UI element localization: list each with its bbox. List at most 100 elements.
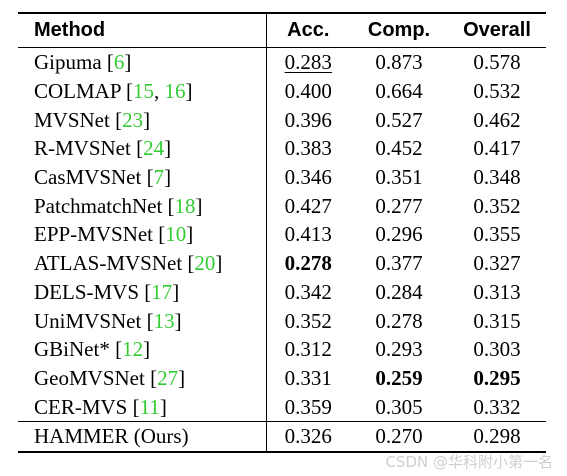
table-row: PatchmatchNet [18] 0.427 0.277 0.352: [18, 191, 546, 221]
method-cell: DELS-MVS [17]: [18, 277, 267, 307]
table-row: CER-MVS [11] 0.359 0.305 0.332: [18, 392, 546, 422]
method-name: DELS-MVS: [34, 279, 140, 304]
method-cell: PatchmatchNet [18]: [18, 191, 267, 221]
citation-link[interactable]: 15: [133, 79, 154, 104]
method-name: MVSNet: [34, 107, 110, 132]
method-name: Gipuma: [34, 50, 102, 75]
table-row: CasMVSNet [7] 0.346 0.351 0.348: [18, 162, 546, 192]
watermark: CSDN @华科附小第一名: [385, 453, 553, 471]
table-row: ATLAS-MVSNet [20] 0.278 0.377 0.327: [18, 248, 546, 278]
citation-link[interactable]: 10: [165, 222, 187, 247]
header-method: Method: [18, 12, 267, 48]
table-row: COLMAP [15, 16] 0.400 0.664 0.532: [18, 76, 546, 106]
table-row: HAMMER (Ours) 0.326 0.270 0.298: [18, 420, 546, 453]
acc-value: 0.283: [284, 50, 332, 75]
citation-link[interactable]: 27: [157, 365, 179, 390]
acc-value: 0.359: [284, 394, 332, 419]
method-name: HAMMER (Ours): [34, 424, 189, 449]
method-cell: GBiNet* [12]: [18, 334, 267, 364]
citation-link[interactable]: 7: [153, 165, 165, 190]
comp-value: 0.293: [375, 337, 423, 362]
header-overall: Overall: [448, 12, 546, 48]
method-name: CER-MVS: [34, 394, 128, 419]
method-name: GBiNet*: [34, 337, 110, 362]
acc-value: 0.326: [266, 420, 350, 453]
method-name: COLMAP: [34, 79, 121, 104]
header-row: Method Acc. Comp. Overall: [18, 12, 546, 48]
method-name: GeoMVSNet: [34, 365, 145, 390]
comp-value: 0.452: [375, 136, 423, 161]
citation-link[interactable]: 17: [151, 279, 173, 304]
overall-value: 0.578: [473, 50, 521, 75]
comp-value: 0.351: [375, 165, 423, 190]
acc-value: 0.396: [284, 107, 332, 132]
method-cell: GeoMVSNet [27]: [18, 363, 267, 393]
acc-value: 0.346: [284, 165, 332, 190]
method-name: EPP-MVSNet: [34, 222, 154, 247]
overall-value: 0.327: [473, 251, 521, 276]
comp-value: 0.296: [375, 222, 423, 247]
citation-link[interactable]: 24: [143, 136, 165, 161]
method-cell: HAMMER (Ours): [18, 420, 267, 453]
comp-value: 0.284: [375, 279, 423, 304]
method-name: UniMVSNet: [34, 308, 142, 333]
acc-value: 0.413: [284, 222, 332, 247]
overall-value: 0.417: [473, 136, 521, 161]
method-cell: COLMAP [15, 16]: [18, 76, 267, 106]
overall-value: 0.355: [473, 222, 521, 247]
method-cell: MVSNet [23]: [18, 105, 267, 135]
acc-value: 0.352: [284, 308, 332, 333]
results-table: Method Acc. Comp. Overall Gipuma [6] 0.28…: [18, 12, 546, 453]
overall-value: 0.298: [448, 420, 546, 453]
table-row: GeoMVSNet [27] 0.331 0.259 0.295: [18, 363, 546, 393]
citation-link[interactable]: 20: [194, 251, 216, 276]
comp-value: 0.873: [375, 50, 423, 75]
method-cell: UniMVSNet [13]: [18, 306, 267, 335]
overall-value: 0.348: [473, 165, 521, 190]
method-name: ATLAS-MVSNet: [34, 251, 183, 276]
method-cell: CER-MVS [11]: [18, 392, 267, 422]
method-cell: EPP-MVSNet [10]: [18, 220, 267, 249]
acc-value: 0.427: [284, 193, 332, 218]
method-cell: Gipuma [6]: [18, 47, 267, 77]
method-name: CasMVSNet: [34, 165, 142, 190]
overall-value: 0.315: [473, 308, 521, 333]
overall-value: 0.532: [473, 79, 521, 104]
citation-link[interactable]: 18: [174, 193, 196, 218]
citation-link[interactable]: 13: [153, 308, 175, 333]
citation-link[interactable]: 12: [122, 337, 144, 362]
acc-value: 0.312: [284, 337, 332, 362]
method-name: PatchmatchNet: [34, 193, 163, 218]
acc-value: 0.400: [284, 79, 332, 104]
table-row: DELS-MVS [17] 0.342 0.284 0.313: [18, 277, 546, 307]
citation-link[interactable]: 11: [139, 394, 160, 419]
comp-value: 0.527: [375, 107, 423, 132]
method-name: R-MVSNet: [34, 136, 131, 161]
header-acc: Acc.: [266, 12, 350, 48]
comp-value: 0.259: [375, 365, 423, 390]
comp-value: 0.270: [350, 420, 448, 453]
table-row: MVSNet [23] 0.396 0.527 0.462: [18, 105, 546, 135]
overall-value: 0.462: [473, 107, 521, 132]
table-row: R-MVSNet [24] 0.383 0.452 0.417: [18, 134, 546, 163]
overall-value: 0.332: [473, 394, 521, 419]
citation-link[interactable]: 23: [122, 107, 144, 132]
citation-link[interactable]: 16: [164, 79, 186, 104]
comp-value: 0.278: [375, 308, 423, 333]
method-cell: ATLAS-MVSNet [20]: [18, 248, 267, 278]
method-cell: R-MVSNet [24]: [18, 134, 267, 163]
acc-value: 0.278: [284, 251, 332, 276]
table-body: Gipuma [6] 0.283 0.873 0.578 COLMAP [15, 16]…: [18, 47, 546, 453]
comp-value: 0.664: [375, 79, 423, 104]
header-comp: Comp.: [350, 12, 448, 48]
comp-value: 0.305: [375, 394, 423, 419]
table-row: GBiNet* [12] 0.312 0.293 0.303: [18, 334, 546, 364]
acc-value: 0.342: [284, 279, 332, 304]
comp-value: 0.277: [375, 193, 423, 218]
acc-value: 0.331: [284, 365, 332, 390]
acc-value: 0.383: [284, 136, 332, 161]
overall-value: 0.303: [473, 337, 521, 362]
table-row: UniMVSNet [13] 0.352 0.278 0.315: [18, 306, 546, 335]
citation-link[interactable]: 6: [113, 50, 125, 75]
table-row: Gipuma [6] 0.283 0.873 0.578: [18, 47, 546, 77]
